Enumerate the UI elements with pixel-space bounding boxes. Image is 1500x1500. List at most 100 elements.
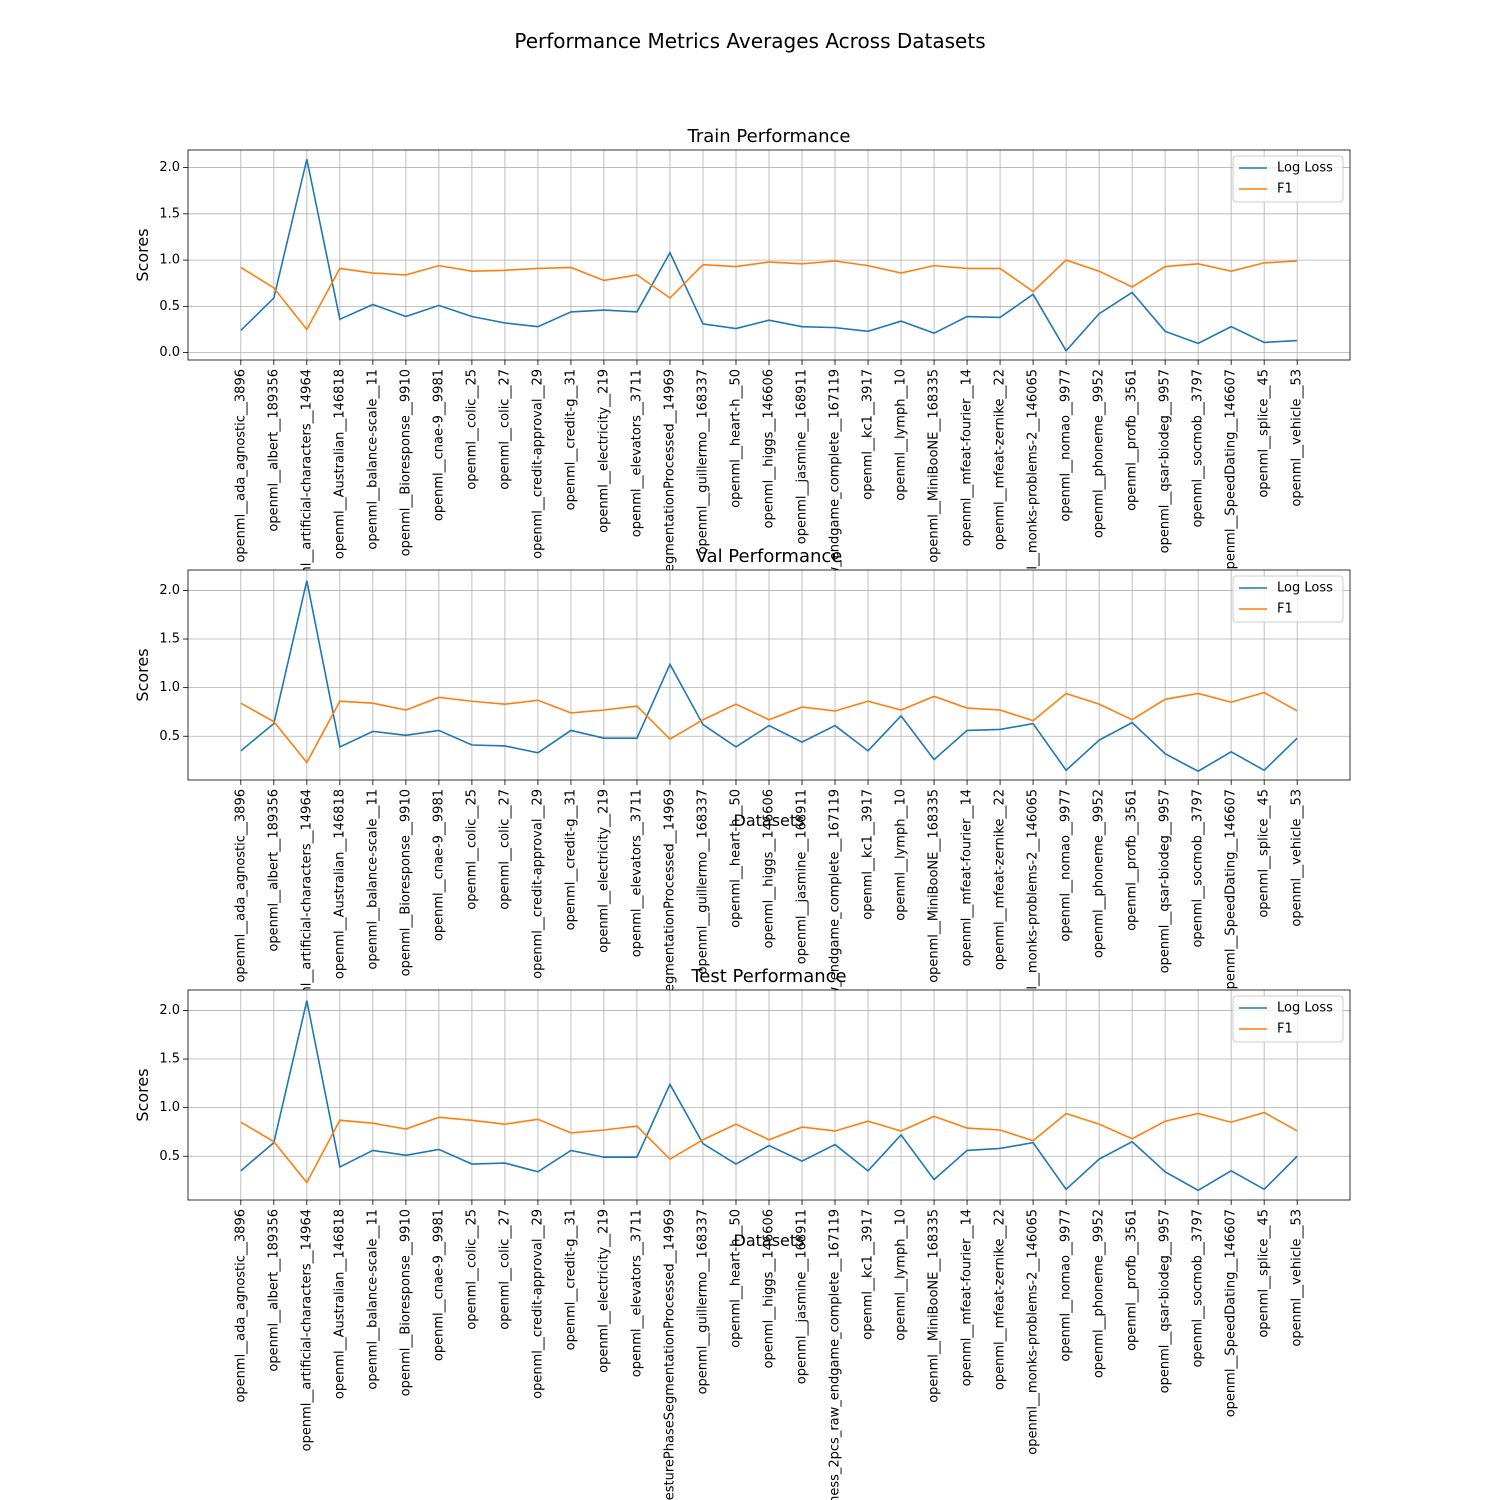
subplot-title: Val Performance	[696, 546, 843, 567]
x-tick-label: openml__SpeedDating__146607	[1224, 1209, 1239, 1417]
x-tick-label: openml__credit-approval__29	[530, 369, 545, 559]
x-axis-label: Datasets	[734, 811, 805, 830]
x-tick-label: openml__qsar-biodeg__9957	[1158, 789, 1173, 973]
x-tick-label: openml__ada_agnostic__3896	[233, 789, 248, 983]
x-tick-label: openml__vehicle__53	[1290, 789, 1305, 927]
subplot-title: Test Performance	[690, 966, 846, 987]
y-tick-label: 0.5	[159, 299, 180, 314]
x-tick-label: openml__credit-approval__29	[530, 789, 545, 979]
x-tick-label: openml__elevators__3711	[629, 789, 644, 957]
x-tick-label: openml__guillermo__168337	[695, 1209, 710, 1394]
subplot: openml__ada_agnostic__3896 openml__albert…	[133, 546, 1351, 1199]
x-tick-label: openml__higgs__146606	[762, 789, 777, 948]
series-line	[240, 580, 1298, 773]
x-tick-label: openml__socmob__3797	[1191, 369, 1206, 528]
x-tick-label: openml__splice__45	[1257, 369, 1272, 498]
x-tick-label: openml__Bioresponse__9910	[398, 1209, 413, 1396]
y-tick-label: 1.0	[159, 253, 180, 268]
x-tick-label: openml__elevators__3711	[629, 1209, 644, 1377]
x-tick-label: openml__Australian__146818	[332, 369, 347, 559]
x-tick-label: openml__lymph__10	[894, 369, 909, 501]
x-tick-label: openml__cnae-9__9981	[431, 789, 446, 941]
x-tick-label: openml__mfeat-fourier__14	[960, 369, 975, 546]
y-axis-label: Scores	[133, 648, 152, 701]
x-tick-label: openml__splice__45	[1257, 789, 1272, 918]
x-tick-label: openml__albert__189356	[266, 789, 281, 952]
x-tick-label: openml__elevators__3711	[629, 369, 644, 537]
legend-label: Log Loss	[1277, 1001, 1333, 1016]
x-tick-label: openml__balance-scale__11	[365, 369, 380, 550]
x-tick-label: openml__splice__45	[1257, 1209, 1272, 1338]
x-tick-label: openml__colic__27	[497, 789, 512, 910]
x-tick-label: openml__credit-g__31	[563, 1209, 578, 1350]
y-tick-label: 2.0	[159, 160, 180, 175]
y-tick-label: 1.5	[159, 632, 180, 647]
series-line	[240, 259, 1298, 331]
x-tick-label: openml__colic__27	[497, 369, 512, 490]
plot-frame	[187, 569, 1351, 781]
x-tick-label: openml__heart-h__50	[728, 789, 743, 928]
x-tick-label: openml__balance-scale__11	[365, 789, 380, 970]
x-tick-label: openml__profb__3561	[1125, 369, 1140, 511]
figure-title: Performance Metrics Averages Across Data…	[514, 29, 985, 53]
x-tick-label: openml__vehicle__53	[1290, 369, 1305, 507]
x-tick-label: openml__nomao__9977	[1059, 369, 1074, 522]
x-tick-label: openml__jasmine__168911	[795, 369, 810, 544]
x-tick-label: openml__GesturePhaseSegmentationProcesse…	[662, 1209, 677, 1500]
x-tick-label: openml__monks-problems-2__146065	[1026, 1209, 1041, 1455]
x-tick-label: openml__socmob__3797	[1191, 789, 1206, 948]
x-tick-label: openml__mfeat-zernike__22	[993, 369, 1008, 550]
y-axis-label: Scores	[133, 1068, 152, 1121]
legend-label: Log Loss	[1277, 161, 1333, 176]
x-tick-label: openml__kc1__3917	[861, 369, 876, 500]
legend-label: Log Loss	[1277, 581, 1333, 596]
y-tick-label: 1.0	[159, 1100, 180, 1115]
x-tick-label: openml__mfeat-fourier__14	[960, 789, 975, 966]
x-tick-label: openml__electricity__219	[596, 1209, 611, 1373]
x-tick-label: openml__jasmine__168911	[795, 1209, 810, 1384]
x-tick-label: openml__electricity__219	[596, 369, 611, 533]
x-tick-label: openml__Bioresponse__9910	[398, 369, 413, 556]
x-tick-label: openml__monks-problems-2__146065	[1026, 789, 1041, 1035]
x-tick-label: openml__Australian__146818	[332, 789, 347, 979]
x-tick-label: openml__socmob__3797	[1191, 1209, 1206, 1368]
x-tick-label: openml__heart-h__50	[728, 369, 743, 508]
subplot-title: Train Performance	[687, 126, 851, 147]
x-tick-label: openml__vehicle__53	[1290, 1209, 1305, 1347]
y-tick-label: 2.0	[159, 1003, 180, 1018]
plot-frame	[187, 989, 1351, 1201]
x-tick-label: openml__balance-scale__11	[365, 1209, 380, 1390]
x-tick-label: openml__lymph__10	[894, 1209, 909, 1341]
series-line	[240, 159, 1298, 353]
x-tick-label: openml__artificial-characters__14964	[299, 789, 314, 1031]
x-tick-label: openml__artificial-characters__14964	[299, 369, 314, 611]
x-tick-label: openml__phoneme__9952	[1092, 1209, 1107, 1378]
x-tick-label: openml__cnae-9__9981	[431, 1209, 446, 1361]
legend-label: F1	[1277, 602, 1293, 617]
series-line	[240, 691, 1298, 764]
x-tick-label: openml__mfeat-fourier__14	[960, 1209, 975, 1386]
y-tick-label: 0.0	[159, 345, 180, 360]
x-tick-label: openml__qsar-biodeg__9957	[1158, 369, 1173, 553]
x-tick-label: openml__guillermo__168337	[695, 369, 710, 554]
x-tick-label: openml__kc1__3917	[861, 789, 876, 920]
x-tick-label: openml__heart-h__50	[728, 1209, 743, 1348]
x-tick-label: openml__jungle_chess_2pcs_raw_endgame_co…	[828, 1209, 843, 1500]
plot-frame	[187, 149, 1351, 361]
y-tick-label: 0.5	[159, 1149, 180, 1164]
series-line	[240, 1000, 1298, 1192]
x-tick-label: openml__Bioresponse__9910	[398, 789, 413, 976]
subplot: openml__ada_agnostic__3896 openml__albert…	[133, 966, 1351, 1500]
x-tick-label: openml__colic__25	[464, 369, 479, 490]
x-tick-label: openml__ada_agnostic__3896	[233, 369, 248, 563]
x-tick-label: openml__MiniBooNE__168335	[927, 1209, 942, 1403]
x-tick-label: openml__MiniBooNE__168335	[927, 789, 942, 983]
x-tick-label: openml__nomao__9977	[1059, 1209, 1074, 1362]
subplot: openml__ada_agnostic__3896 openml__albert…	[133, 126, 1351, 779]
x-tick-label: openml__higgs__146606	[762, 369, 777, 528]
x-tick-label: openml__artificial-characters__14964	[299, 1209, 314, 1451]
x-tick-label: openml__credit-g__31	[563, 369, 578, 510]
legend-label: F1	[1277, 1022, 1293, 1037]
